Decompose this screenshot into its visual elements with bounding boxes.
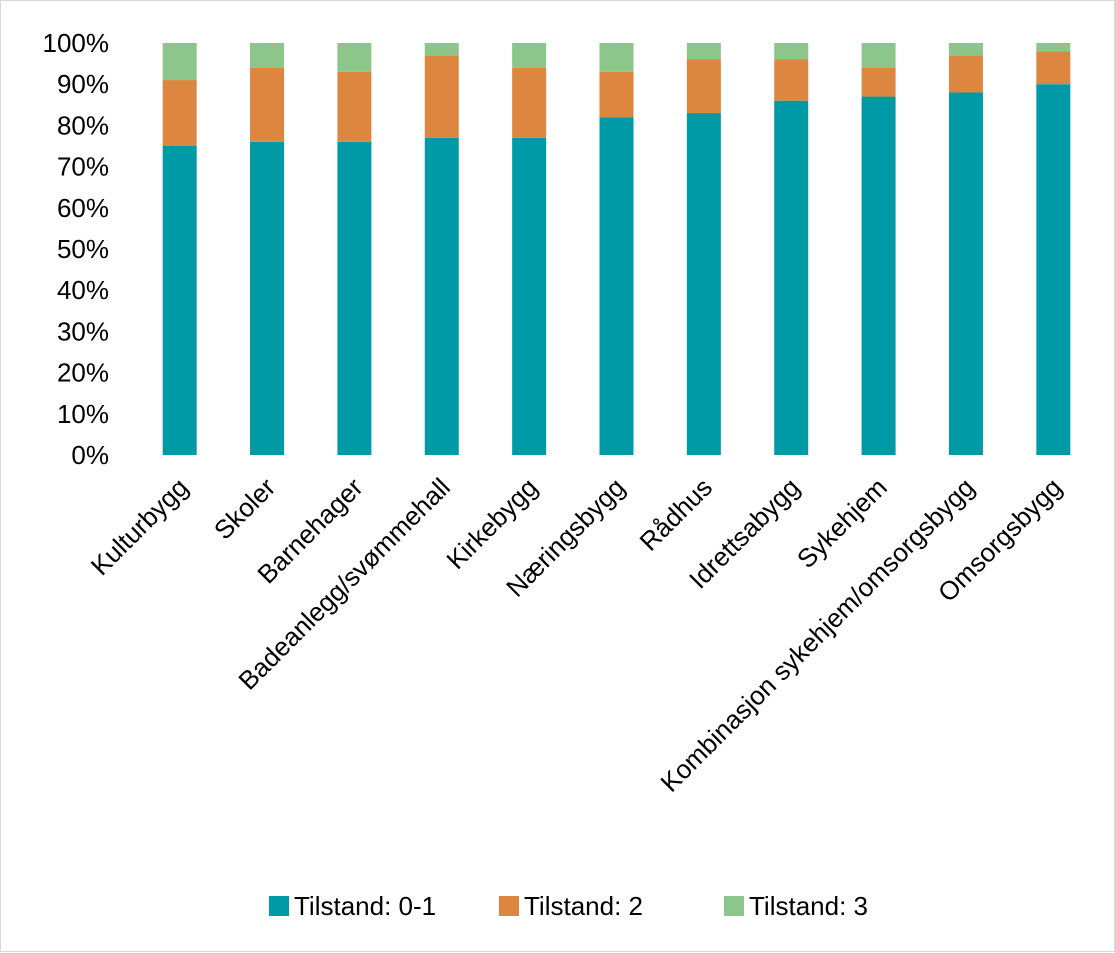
legend: Tilstand: 0-1 Tilstand: 2 Tilstand: 3 [269, 891, 868, 921]
bar-segment-1 [861, 96, 896, 455]
bar-segment-1 [512, 137, 547, 455]
bar-segment-1 [337, 141, 372, 455]
bar-segment-3 [948, 43, 983, 56]
bar-segment-3 [162, 43, 197, 81]
bar-segment-1 [686, 113, 721, 455]
x-category-label: Kombinasjon sykehjem/omsorgsbygg [654, 472, 980, 798]
bar-segment-2 [861, 67, 896, 97]
bar-segment-2 [599, 71, 634, 118]
x-category-label: Kulturbygg [85, 472, 194, 581]
bar-segment-2 [686, 59, 721, 114]
bar-segment-3 [861, 43, 896, 68]
bar-segment-3 [250, 43, 285, 68]
y-tick-label: 0% [71, 440, 109, 470]
y-tick-label: 40% [57, 275, 109, 305]
bar-segment-1 [162, 146, 197, 455]
legend-label: Tilstand: 3 [749, 891, 868, 921]
y-tick-label: 60% [57, 193, 109, 223]
bar-segment-1 [250, 141, 285, 455]
y-tick-label: 20% [57, 358, 109, 388]
bar-segment-1 [599, 117, 634, 455]
bar-segment-1 [424, 137, 459, 455]
legend-swatch [724, 896, 744, 916]
bar-segment-1 [948, 92, 983, 455]
y-tick-label: 80% [57, 110, 109, 140]
y-tick-label: 70% [57, 152, 109, 182]
y-tick-label: 10% [57, 399, 109, 429]
bar-segment-3 [774, 43, 809, 60]
y-tick-label: 100% [43, 28, 110, 58]
bar-segment-3 [512, 43, 547, 68]
bar-segment-3 [337, 43, 372, 72]
x-category-label: Rådhus [634, 472, 719, 557]
bar-segment-3 [424, 43, 459, 56]
bar-segment-2 [337, 71, 372, 142]
legend-swatch [499, 896, 519, 916]
y-tick-label: 90% [57, 69, 109, 99]
bar-segment-3 [599, 43, 634, 72]
y-axis: 0% 10% 20% 30% 40% 50% 60% 70% 80% 90% 100% [43, 28, 110, 470]
bar-segment-2 [774, 59, 809, 101]
bar-segment-2 [948, 55, 983, 93]
bar-segment-2 [1036, 51, 1071, 85]
bar-segment-2 [162, 80, 197, 146]
bar-segment-2 [424, 55, 459, 138]
bar-segment-1 [774, 100, 809, 456]
bar-segment-3 [1036, 43, 1071, 52]
y-tick-label: 50% [57, 234, 109, 264]
bar-segment-3 [686, 43, 721, 60]
legend-swatch [269, 896, 289, 916]
bar-segment-1 [1036, 84, 1071, 455]
x-axis: Kulturbygg SkolerBarnehagerBadeanlegg/svø… [85, 472, 1068, 798]
bar-segment-2 [250, 67, 285, 142]
legend-label: Tilstand: 2 [524, 891, 643, 921]
bar-segment-2 [512, 67, 547, 138]
bars-group [162, 43, 1071, 456]
y-tick-label: 30% [57, 316, 109, 346]
x-category-label: Skoler [208, 472, 282, 546]
legend-label: Tilstand: 0-1 [294, 891, 436, 921]
